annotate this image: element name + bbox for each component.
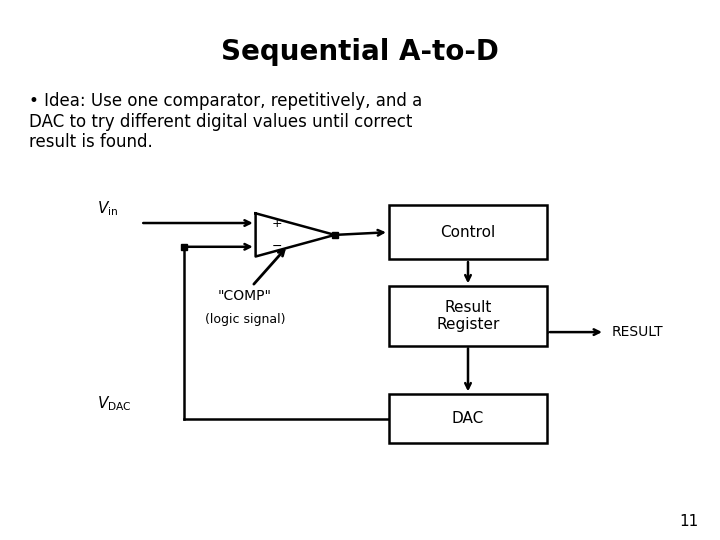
Text: $V_{\rm DAC}$: $V_{\rm DAC}$ <box>97 394 132 413</box>
Text: −: − <box>271 240 282 253</box>
Text: Control: Control <box>441 225 495 240</box>
Text: +: + <box>271 217 282 230</box>
Text: Result
Register: Result Register <box>436 300 500 332</box>
Text: • Idea: Use one comparator, repetitively, and a
DAC to try different digital val: • Idea: Use one comparator, repetitively… <box>29 92 422 151</box>
Text: 11: 11 <box>679 514 698 529</box>
Text: DAC: DAC <box>452 411 484 426</box>
Text: (logic signal): (logic signal) <box>204 313 285 326</box>
Text: $V_{\rm in}$: $V_{\rm in}$ <box>97 199 119 218</box>
FancyBboxPatch shape <box>389 394 547 443</box>
FancyBboxPatch shape <box>389 205 547 259</box>
Text: RESULT: RESULT <box>612 325 664 339</box>
FancyBboxPatch shape <box>389 286 547 346</box>
Text: Sequential A-to-D: Sequential A-to-D <box>221 38 499 66</box>
Text: "COMP": "COMP" <box>217 289 271 303</box>
